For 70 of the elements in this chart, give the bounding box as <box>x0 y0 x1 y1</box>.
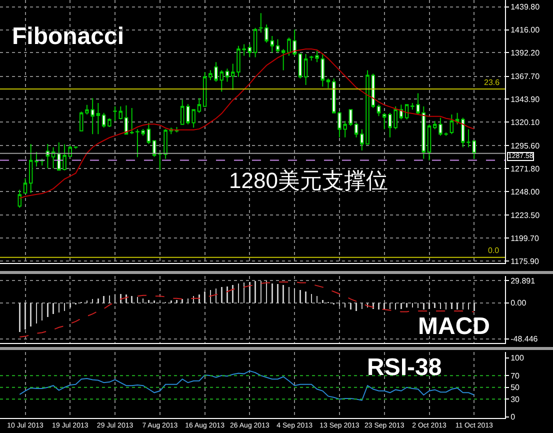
y-tick-label: 1248.00 <box>510 187 540 196</box>
candlestick <box>18 189 22 208</box>
candlestick <box>230 63 235 90</box>
candlestick <box>276 38 280 53</box>
y-tick-label: 1320.10 <box>510 118 540 127</box>
candlestick <box>376 104 381 117</box>
candlestick <box>146 122 151 144</box>
candlestick <box>281 48 286 71</box>
candlestick <box>102 112 106 128</box>
candlestick <box>220 70 224 92</box>
candlestick <box>79 111 84 132</box>
y-tick-label: 0.00 <box>510 298 527 308</box>
candlestick <box>74 146 78 150</box>
candlestick <box>304 54 308 86</box>
y-tick-label: 29.891 <box>510 276 536 286</box>
line-series <box>19 48 475 199</box>
candlestick <box>96 102 100 135</box>
candlestick <box>130 107 134 135</box>
candlestick <box>450 114 454 135</box>
annotation: 0.0 <box>488 246 500 255</box>
candlestick <box>51 146 56 169</box>
annotation: RSI-38 <box>367 354 442 381</box>
candlestick <box>472 140 476 160</box>
candlestick <box>197 98 202 114</box>
y-tick-label: 1439.80 <box>510 2 540 12</box>
annotation: Fibonacci <box>12 23 124 50</box>
y-tick-label: 1367.70 <box>510 72 540 82</box>
candlestick <box>382 112 386 130</box>
candlestick <box>28 143 33 194</box>
candlestick <box>202 71 207 107</box>
y-tick-label: 1392.20 <box>510 48 540 58</box>
candlestick <box>332 78 336 114</box>
y-tick-label: 1175.90 <box>510 256 540 266</box>
candlestick <box>455 112 460 125</box>
candlestick <box>320 54 325 88</box>
candlestick <box>124 104 128 135</box>
y-tick-label: 1271.80 <box>510 164 540 174</box>
candlestick <box>422 106 426 160</box>
candlestick <box>174 126 179 133</box>
candlestick <box>180 99 184 125</box>
y-tick-label: 1223.50 <box>510 210 540 220</box>
candlestick <box>427 124 432 161</box>
candlestick <box>253 27 258 58</box>
candlestick <box>432 120 437 130</box>
y-tick-label: 1416.00 <box>510 26 540 35</box>
y-tick-label: 30 <box>510 394 520 404</box>
annotation: MACD <box>418 313 490 340</box>
candlestick <box>270 36 274 53</box>
ref-line-label: 1280美元支撑位 <box>229 168 388 193</box>
y-tick-label: 50 <box>510 383 520 392</box>
y-tick-label: 100 <box>510 354 524 363</box>
candlestick <box>298 54 302 79</box>
y-tick-label: 1343.90 <box>510 94 540 104</box>
candlestick <box>46 143 50 169</box>
y-tick-label: 0 <box>510 412 516 422</box>
y-tick-label: 70 <box>510 371 520 380</box>
annotation: 23.6 <box>484 78 500 87</box>
candlestick <box>23 178 28 194</box>
y-tick-label: -48.446 <box>510 334 538 344</box>
candlestick <box>225 68 230 82</box>
candlestick <box>399 104 404 120</box>
candlestick <box>348 109 353 126</box>
y-tick-label: 1295.60 <box>510 142 540 150</box>
candlestick <box>248 44 252 58</box>
candlestick <box>326 78 330 89</box>
candlestick <box>118 106 123 120</box>
candlestick <box>113 106 117 122</box>
y-tick-label: 1199.70 <box>510 234 540 243</box>
candlestick <box>354 122 358 138</box>
candlestick <box>108 118 112 128</box>
